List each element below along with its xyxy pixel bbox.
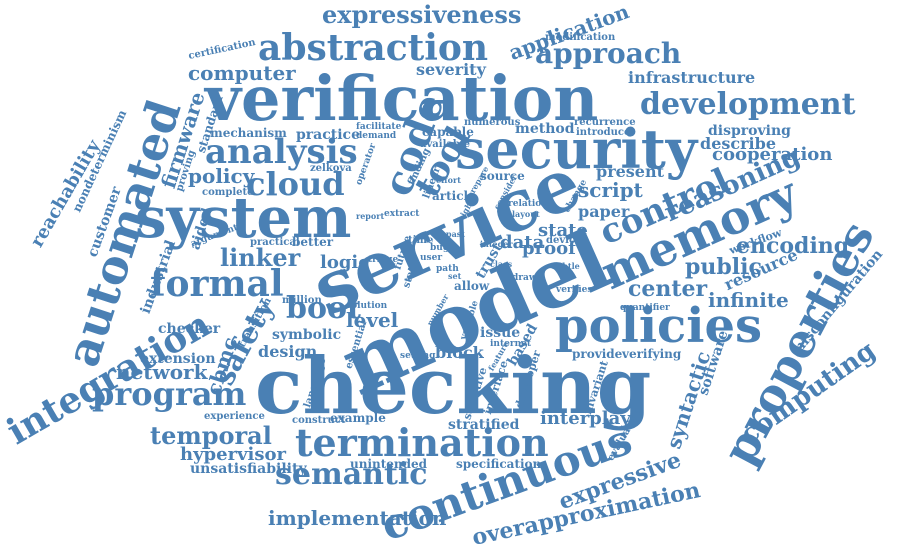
word-integer: integer bbox=[480, 239, 513, 249]
word-subtle: subtle bbox=[552, 261, 580, 271]
word-script: script bbox=[578, 178, 643, 202]
word-policy: policy bbox=[188, 164, 255, 188]
word-termination: termination bbox=[295, 420, 549, 465]
word-issue: issue bbox=[480, 325, 521, 341]
word-approach: approach bbox=[535, 37, 682, 70]
word-verification: verification bbox=[205, 62, 599, 135]
word-capable: capable bbox=[422, 125, 474, 139]
word-numerous: numerous bbox=[464, 117, 521, 128]
word-block: block bbox=[435, 343, 484, 362]
word-cooperation: cooperation bbox=[712, 144, 833, 165]
word-modification: modification bbox=[545, 32, 616, 43]
word-level: level bbox=[346, 308, 399, 332]
word-quantifier: quantifier bbox=[620, 303, 670, 313]
word-implementation: implementation bbox=[268, 506, 447, 530]
word-experience: experience bbox=[204, 411, 265, 422]
word-computer: computer bbox=[188, 61, 296, 85]
word-temporal: temporal bbox=[150, 421, 272, 450]
word-verifies: verifies bbox=[556, 285, 593, 295]
word-data: data bbox=[500, 232, 545, 253]
word-verifying: verifying bbox=[622, 347, 682, 361]
word-example: example bbox=[330, 411, 386, 425]
word-class: class bbox=[490, 259, 513, 269]
word-specification: specification bbox=[456, 457, 542, 471]
word-triage: triage bbox=[368, 255, 399, 265]
word-public: public bbox=[685, 254, 762, 280]
word-state: state bbox=[538, 220, 588, 241]
word-expressiveness: expressiveness bbox=[322, 0, 522, 29]
word-abstraction: abstraction bbox=[258, 27, 489, 69]
word-design: design bbox=[258, 342, 318, 361]
word-zelkova: zelkova bbox=[310, 163, 352, 174]
word-proof: proof bbox=[522, 238, 576, 259]
word-complete: complete bbox=[202, 187, 254, 198]
word-source: source bbox=[480, 169, 525, 183]
word-setting: setting bbox=[400, 351, 436, 361]
word-paper: paper bbox=[578, 202, 630, 221]
word-security: security bbox=[455, 117, 698, 181]
word-demand: demand bbox=[356, 131, 397, 141]
word-infinite: infinite bbox=[708, 288, 789, 312]
word-checking: checking bbox=[255, 341, 652, 432]
word-development: development bbox=[640, 87, 856, 122]
word-describe: describe bbox=[700, 134, 776, 153]
word-encoding: encoding bbox=[736, 233, 850, 259]
word-recurrence: recurrence bbox=[574, 117, 636, 128]
word-present: present bbox=[596, 162, 665, 181]
word-drawn: drawn bbox=[512, 273, 544, 283]
word-solution: solution bbox=[346, 301, 388, 311]
word-semantic: semantic bbox=[275, 457, 428, 492]
word-construct: construct bbox=[292, 415, 346, 426]
word-practical: practical bbox=[250, 237, 300, 248]
word-infrastructure: infrastructure bbox=[628, 68, 756, 87]
word-relation: relation bbox=[508, 199, 548, 209]
word-extract: extract bbox=[384, 209, 420, 219]
word-linker: linker bbox=[220, 243, 301, 272]
word-better: better bbox=[292, 235, 334, 249]
word-center: center bbox=[628, 276, 708, 302]
word-set: set bbox=[448, 271, 462, 281]
word-interplay: interplay bbox=[540, 408, 631, 429]
word-program: program bbox=[92, 375, 247, 413]
word-logic: logic bbox=[320, 252, 370, 273]
word-user: user bbox=[420, 253, 443, 263]
word-severity: severity bbox=[416, 60, 486, 79]
word-bug: bug bbox=[430, 243, 450, 253]
word-time: time bbox=[408, 235, 434, 246]
word-system: system bbox=[135, 185, 352, 251]
word-report: report bbox=[356, 211, 385, 221]
word-path: path bbox=[436, 264, 459, 274]
word-facilitate: facilitate bbox=[356, 122, 402, 132]
word-allow: allow bbox=[454, 279, 490, 293]
word-available: available bbox=[420, 139, 470, 150]
word-unintended: unintended bbox=[350, 457, 428, 471]
word-formal: formal bbox=[150, 263, 284, 305]
word-provide: provide bbox=[572, 347, 623, 361]
word-method: method bbox=[515, 121, 575, 137]
word-checker: checker bbox=[158, 321, 221, 337]
word-practice: practice bbox=[296, 127, 360, 143]
word-unsatisfiability: unsatisfiability bbox=[190, 461, 307, 477]
word-disproving: disproving bbox=[708, 123, 791, 139]
word-hypervisor: hypervisor bbox=[180, 444, 286, 465]
word-certification: certification bbox=[187, 37, 257, 62]
word-past: past bbox=[446, 229, 465, 239]
word-analysis: analysis bbox=[205, 132, 358, 172]
word-device: device bbox=[546, 235, 582, 246]
word-effort: effort bbox=[436, 175, 461, 185]
word-symbolic: symbolic bbox=[272, 327, 342, 343]
word-stratified: stratified bbox=[448, 417, 520, 433]
word-policies: policies bbox=[555, 298, 763, 354]
word-article: article bbox=[432, 189, 476, 203]
word-boot: boot bbox=[286, 291, 361, 326]
word-network: network bbox=[116, 360, 208, 384]
word-extension: extension bbox=[140, 351, 216, 367]
word-layout: layout bbox=[512, 209, 540, 219]
word-cloud: cloud bbox=[246, 165, 345, 203]
word-mechanism: mechanism bbox=[210, 126, 287, 140]
word-introduce: introduce bbox=[576, 127, 631, 138]
word-internet: internet bbox=[490, 339, 532, 349]
word-million: million bbox=[282, 295, 322, 306]
